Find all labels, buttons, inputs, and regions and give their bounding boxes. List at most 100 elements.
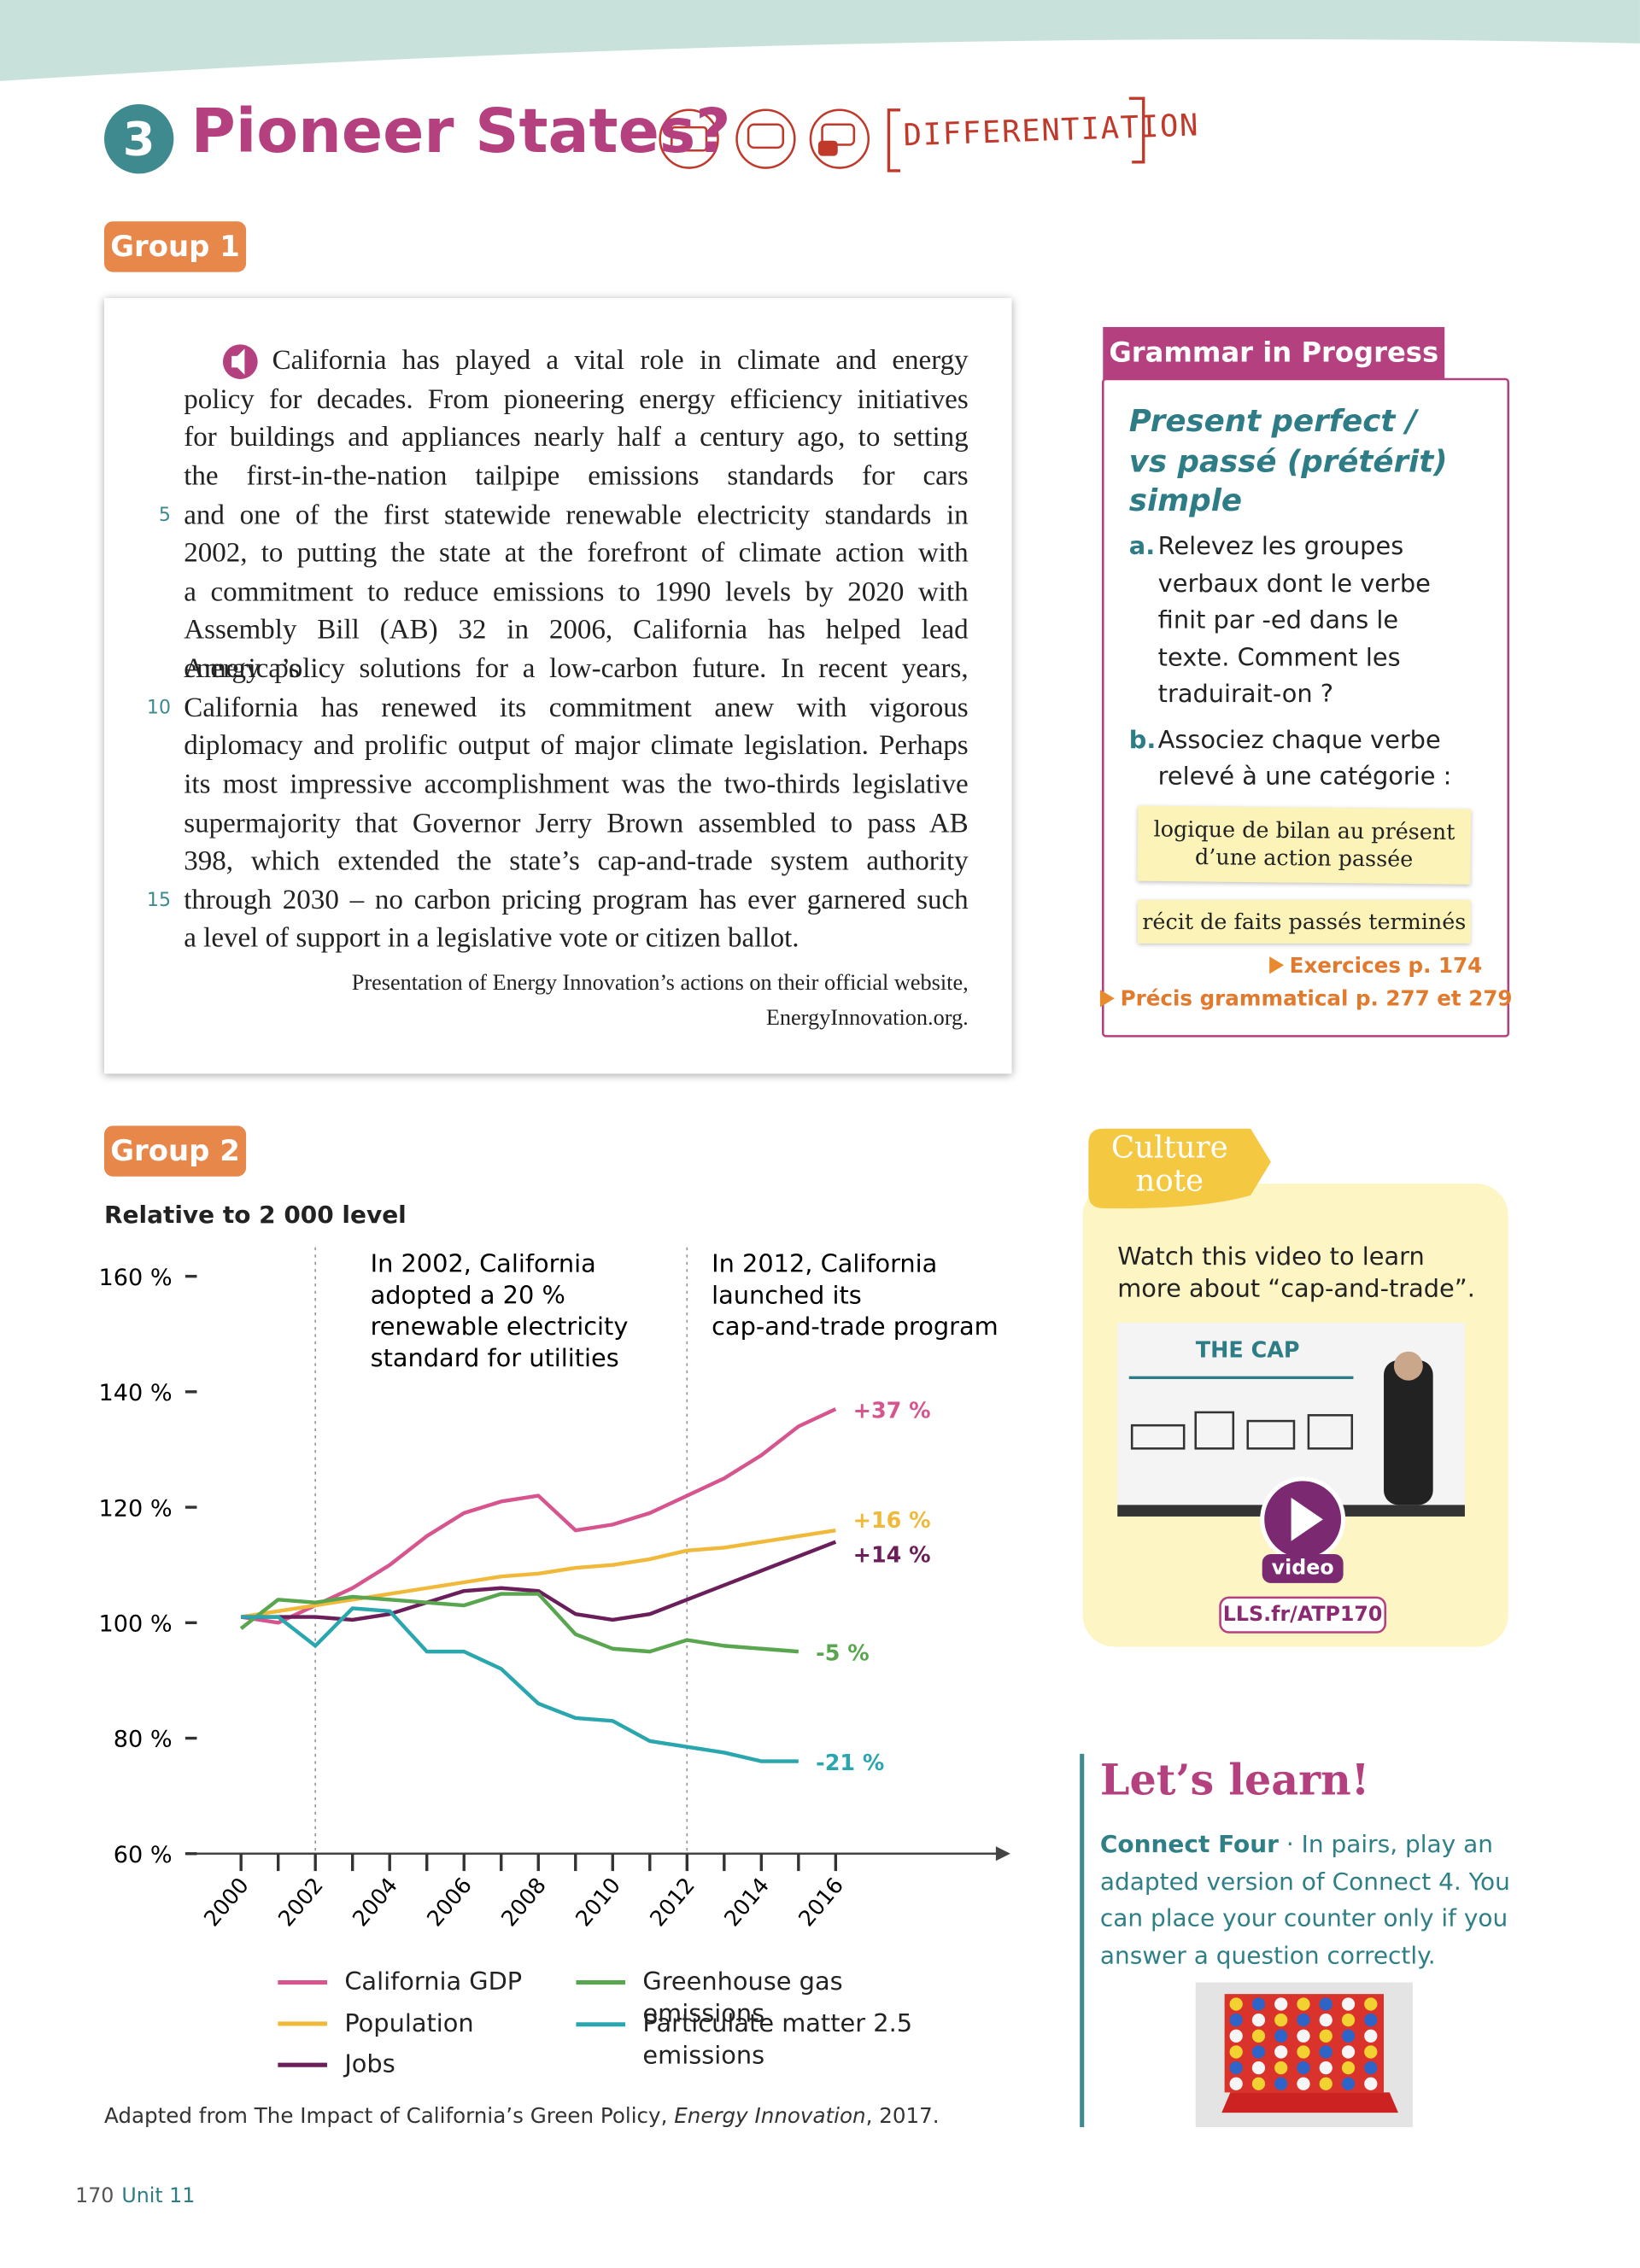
board-hole bbox=[1364, 2029, 1378, 2043]
group-badge: Group 1 bbox=[104, 221, 247, 272]
x-tick-label: 2012 bbox=[645, 1873, 700, 1932]
board-hole bbox=[1297, 2077, 1310, 2090]
grammar-heading: Present perfect / bbox=[1128, 403, 1417, 439]
item-line: finit par -ed dans le bbox=[1157, 606, 1399, 636]
source-part: Energy Innovation bbox=[674, 2105, 866, 2129]
board-hole bbox=[1341, 2014, 1356, 2027]
group-badge: Group 2 bbox=[104, 1125, 247, 1177]
y-tick-label: 120 % bbox=[99, 1495, 173, 1522]
x-tick-label: 2006 bbox=[421, 1873, 477, 1932]
end-label: -5 % bbox=[816, 1640, 870, 1665]
link-text[interactable]: Exercices p. 174 bbox=[1289, 955, 1483, 979]
axis-arrow bbox=[995, 1846, 1010, 1862]
text-line: supermajority that Governor Jerry Brown … bbox=[184, 808, 969, 839]
play-glyph bbox=[1291, 1497, 1323, 1541]
y-tick-label: 140 % bbox=[99, 1380, 173, 1406]
board-hole bbox=[1341, 2029, 1356, 2043]
text-line: its most impressive accomplishment was t… bbox=[184, 769, 969, 800]
y-tick-label: 100 % bbox=[99, 1610, 173, 1637]
x-tick-label: 2010 bbox=[570, 1873, 625, 1932]
text-line: diplomacy and prolific output of major c… bbox=[184, 731, 969, 762]
x-tick-label: 2002 bbox=[272, 1873, 328, 1932]
board-hole bbox=[1341, 2045, 1356, 2059]
board-hole bbox=[1341, 2077, 1356, 2090]
x-tick-label: 2004 bbox=[347, 1873, 402, 1932]
text-line: California has renewed its commitment an… bbox=[184, 693, 969, 723]
video-title: THE CAP bbox=[1195, 1336, 1300, 1364]
board-hole bbox=[1274, 2014, 1288, 2027]
text-line: a level of support in a legislative vote… bbox=[184, 923, 800, 955]
board-hole bbox=[1297, 2045, 1310, 2059]
grammar-heading: simple bbox=[1128, 482, 1243, 518]
culture-tag-text: Culture bbox=[1110, 1130, 1228, 1166]
end-label: +16 % bbox=[853, 1507, 931, 1533]
item-line: Associez chaque verbe bbox=[1157, 725, 1441, 755]
text-line: through 2030 – no carbon pricing program… bbox=[184, 885, 969, 916]
text-line: Assembly Bill (AB) 32 in 2006, Californi… bbox=[184, 615, 969, 686]
board-hole bbox=[1319, 2014, 1332, 2027]
link-row: Précis grammatical p. 277 et 279 bbox=[1099, 988, 1513, 1012]
presenter bbox=[1384, 1359, 1433, 1505]
annotation-text: standard for utilities bbox=[371, 1343, 619, 1372]
source-line: EnergyInnovation.org. bbox=[765, 1005, 969, 1031]
learn-line: answer a question correctly. bbox=[1100, 1941, 1436, 1968]
source-part: , 2017. bbox=[865, 2105, 940, 2129]
x-tick-label: 2014 bbox=[719, 1873, 775, 1932]
board-hole bbox=[1364, 2045, 1378, 2059]
board-hole bbox=[1251, 2014, 1266, 2027]
y-tick-label: 160 % bbox=[99, 1265, 173, 1291]
item-line: relevé à une catégorie : bbox=[1157, 763, 1452, 792]
link-row: Exercices p. 174 bbox=[1100, 955, 1483, 979]
source-line: Presentation of Energy Innovation’s acti… bbox=[351, 971, 969, 996]
text-line: 2002, to putting the state at the forefr… bbox=[184, 538, 969, 570]
audio-glyph bbox=[231, 348, 245, 375]
board-hole bbox=[1319, 2029, 1332, 2043]
learn-text: can place your counter only if you bbox=[1099, 1904, 1508, 1932]
link-pill[interactable] bbox=[1219, 1596, 1387, 1634]
board-hole bbox=[1229, 2060, 1243, 2075]
text-line: a commitment to reduce emissions to 1990… bbox=[184, 576, 969, 608]
learn-title: Let’s learn! bbox=[1099, 1755, 1370, 1805]
board-hole bbox=[1297, 2060, 1310, 2075]
arrow-icon bbox=[1099, 990, 1115, 1008]
note-line: récit de faits passés terminés bbox=[1142, 908, 1467, 934]
board-hole bbox=[1251, 1997, 1266, 2011]
link-text[interactable]: Précis grammatical p. 277 et 279 bbox=[1120, 988, 1513, 1012]
page-number: 170 bbox=[75, 2184, 114, 2208]
text-line: California has played a vital role in cl… bbox=[272, 346, 969, 377]
text-line: and one of the first statewide renewable… bbox=[184, 500, 969, 531]
learn-lead: Connect Four bbox=[1099, 1830, 1279, 1858]
board-hole bbox=[1341, 1997, 1356, 2011]
text-line: energy policy solutions for a low-carbon… bbox=[184, 654, 969, 685]
text-line: 398, which extended the state’s cap-and-… bbox=[184, 846, 969, 878]
note-line: d’une action passée bbox=[1194, 844, 1414, 873]
culture-text: Watch this video to learn bbox=[1117, 1242, 1425, 1272]
culture-tag-text: note bbox=[1135, 1163, 1204, 1199]
video-link[interactable]: LLS.fr/ATP170 bbox=[1222, 1603, 1383, 1627]
board-hole bbox=[1364, 2077, 1378, 2090]
text-line: the first-in-the-nation tailpipe emissio… bbox=[184, 461, 969, 492]
end-label: -21 % bbox=[816, 1750, 884, 1775]
culture-tag bbox=[1088, 1128, 1271, 1209]
board-hole bbox=[1251, 2077, 1266, 2090]
learn-rule bbox=[1080, 1753, 1085, 2128]
chart-source: Adapted from The Impact of California’s … bbox=[104, 2106, 940, 2129]
video-pill bbox=[1262, 1554, 1344, 1583]
series-line bbox=[241, 1606, 799, 1763]
board-hole bbox=[1274, 2077, 1288, 2090]
unit-label: Unit 11 bbox=[121, 2184, 196, 2208]
note-line: logique de bilan au présent bbox=[1153, 815, 1456, 845]
end-label: +37 % bbox=[853, 1397, 931, 1423]
board-hole bbox=[1251, 2060, 1266, 2075]
legend-label: Greenhouse gas emissions bbox=[642, 1967, 843, 2029]
factories bbox=[1130, 1411, 1354, 1450]
board-hole bbox=[1364, 2014, 1378, 2027]
learn-line: can place your counter only if you bbox=[1100, 1904, 1508, 1932]
board-hole bbox=[1229, 1997, 1243, 2011]
item-line: Relevez les groupes bbox=[1157, 532, 1404, 562]
board-hole bbox=[1364, 1997, 1378, 2011]
annotation-text: In 2012, California bbox=[712, 1249, 937, 1278]
x-tick-label: 2008 bbox=[495, 1873, 551, 1932]
